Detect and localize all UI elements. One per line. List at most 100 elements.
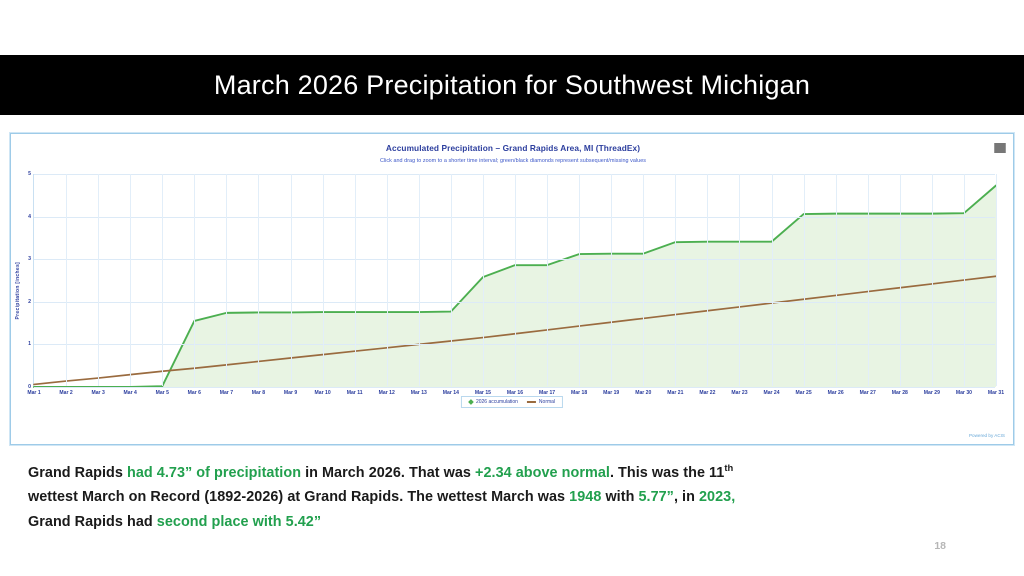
x-tick-label: Mar 31: [987, 390, 1005, 396]
caption-l2-highlight-3: 2023,: [698, 489, 736, 506]
y-tick-label: 3: [28, 256, 31, 263]
caption-line-3: Grand Rapids had second place with 5.42”: [28, 510, 988, 535]
slide-title-bar: March 2026 Precipitation for Southwest M…: [0, 55, 1024, 115]
caption-l2-highlight-2: 5.77”: [638, 489, 674, 506]
x-tick-label: Mar 1: [27, 390, 41, 396]
x-tick-label: Mar 2: [59, 390, 73, 396]
y-gridline: [34, 216, 995, 218]
x-gridline: [931, 174, 933, 386]
y-tick-label: 0: [28, 384, 31, 390]
legend-label-accumulation: 2026 accumulation: [475, 399, 518, 405]
x-gridline: [515, 174, 516, 386]
y-tick-label: 4: [28, 213, 31, 220]
x-tick-label: Mar 25: [795, 390, 812, 396]
x-gridline: [867, 174, 869, 386]
x-tick-label: Mar 17: [538, 390, 556, 396]
caption-l2-part3: , in: [673, 489, 699, 506]
x-tick-label: Mar 24: [763, 390, 780, 396]
x-gridline: [98, 174, 100, 386]
x-gridline: [611, 174, 613, 386]
caption-l1-part3: . This was the 11: [609, 464, 725, 481]
x-tick-label: Mar 23: [731, 390, 748, 396]
chart-card: Accumulated Precipitation – Grand Rapids…: [10, 133, 1014, 445]
legend-item-normal: Normal: [526, 399, 556, 405]
plot-area[interactable]: 0 1 2 3 4 5 Mar 1 Mar 2 Mar 3 Mar 4 Mar 5 Mar 6 Mar …: [27, 171, 1004, 396]
caption-line-2: wettest March on Record (1892-2026) at G…: [28, 485, 988, 510]
x-gridline: [835, 174, 837, 386]
caption-l2-highlight-1: 1948: [569, 489, 602, 506]
chart-title: Accumulated Precipitation – Grand Rapids…: [385, 143, 641, 153]
x-gridline: [450, 174, 452, 386]
x-gridline: [162, 174, 164, 386]
x-tick-label: Mar 14: [442, 390, 459, 396]
x-tick-label: Mar 16: [506, 390, 524, 396]
x-tick-label: Mar 6: [187, 390, 201, 396]
x-gridline: [771, 174, 773, 386]
y-gridline: [34, 174, 995, 175]
x-tick-label: Mar 13: [410, 390, 427, 396]
plot-wrapper: Precipitation [inches] 0 1 2 3 4 5 Mar 1 Mar 2 M…: [11, 134, 1015, 446]
diamond-marker-icon: [468, 399, 474, 405]
x-gridline: [354, 174, 356, 386]
x-gridline: [386, 174, 388, 386]
x-gridline: [675, 174, 677, 386]
x-tick-label: Mar 29: [923, 390, 940, 396]
x-gridline: [482, 174, 484, 386]
caption-block: Grand Rapids had 4.73” of precipitation …: [28, 456, 988, 534]
x-gridline: [963, 174, 965, 386]
y-gridline: [34, 301, 995, 303]
x-gridline: [547, 174, 549, 386]
x-tick-label: Mar 18: [571, 390, 588, 396]
x-tick-label: Mar 8: [251, 390, 266, 396]
x-gridline: [707, 174, 709, 386]
x-gridline: [290, 174, 292, 386]
x-gridline: [579, 174, 581, 386]
x-tick-label: Mar 11: [346, 390, 363, 396]
hamburger-menu-icon[interactable]: [994, 142, 1006, 154]
x-gridline: [739, 174, 741, 386]
x-tick-label: Mar 27: [859, 390, 876, 396]
x-gridline: [803, 174, 805, 386]
x-tick-label: Mar 15: [474, 390, 491, 396]
x-tick-label: Mar 26: [827, 390, 844, 396]
line-marker-icon: [526, 401, 536, 403]
x-tick-label: Mar 7: [219, 390, 234, 396]
x-gridline: [194, 174, 196, 386]
caption-line-1: Grand Rapids had 4.73” of precipitation …: [28, 456, 988, 485]
chart-legend: 2026 accumulation Normal: [460, 396, 564, 408]
x-tick-label: Mar 19: [603, 390, 620, 396]
x-tick-label: Mar 10: [314, 390, 331, 396]
x-gridline: [643, 174, 645, 386]
caption-l3-part1: Grand Rapids had: [28, 513, 157, 530]
caption-l3-highlight-1: second place with 5.42”: [156, 513, 322, 530]
caption-l1-highlight-1: had 4.73” of precipitation: [127, 464, 302, 481]
y-gridline: [34, 259, 995, 261]
y-tick-label: 1: [28, 341, 31, 348]
legend-item-accumulation: 2026 accumulation: [468, 399, 518, 405]
chart-subtitle: Click and drag to zoom to a shorter time…: [379, 158, 647, 164]
legend-label-normal: Normal: [538, 399, 556, 405]
caption-l1-superscript: th: [724, 462, 734, 473]
x-gridline: [226, 174, 228, 386]
y-tick-label: 5: [28, 171, 31, 177]
x-gridline: [899, 174, 901, 386]
y-tick-label: 2: [28, 298, 31, 305]
x-tick-label: Mar 12: [378, 390, 395, 396]
x-gridline: [130, 174, 132, 386]
x-tick-label: Mar 28: [891, 390, 908, 396]
y-axis-label: Precipitation [inches]: [15, 262, 21, 320]
x-tick-label: Mar 22: [699, 390, 716, 396]
x-tick-label: Mar 4: [123, 390, 137, 396]
x-gridline: [258, 174, 260, 386]
caption-l2-part1: wettest March on Record (1892-2026) at G…: [28, 489, 570, 506]
x-gridline: [322, 174, 324, 386]
x-tick-label: Mar 30: [955, 390, 972, 396]
page-title: March 2026 Precipitation for Southwest M…: [213, 69, 811, 100]
x-tick-label: Mar 20: [635, 390, 652, 396]
caption-l2-part2: with: [601, 489, 639, 506]
caption-l1-part2: in March 2026. That was: [301, 464, 476, 481]
x-tick-label: Mar 3: [91, 390, 105, 396]
x-gridline: [418, 174, 420, 386]
y-gridline: [34, 387, 995, 388]
chart-credit: Powered by ACIS: [968, 433, 1005, 438]
